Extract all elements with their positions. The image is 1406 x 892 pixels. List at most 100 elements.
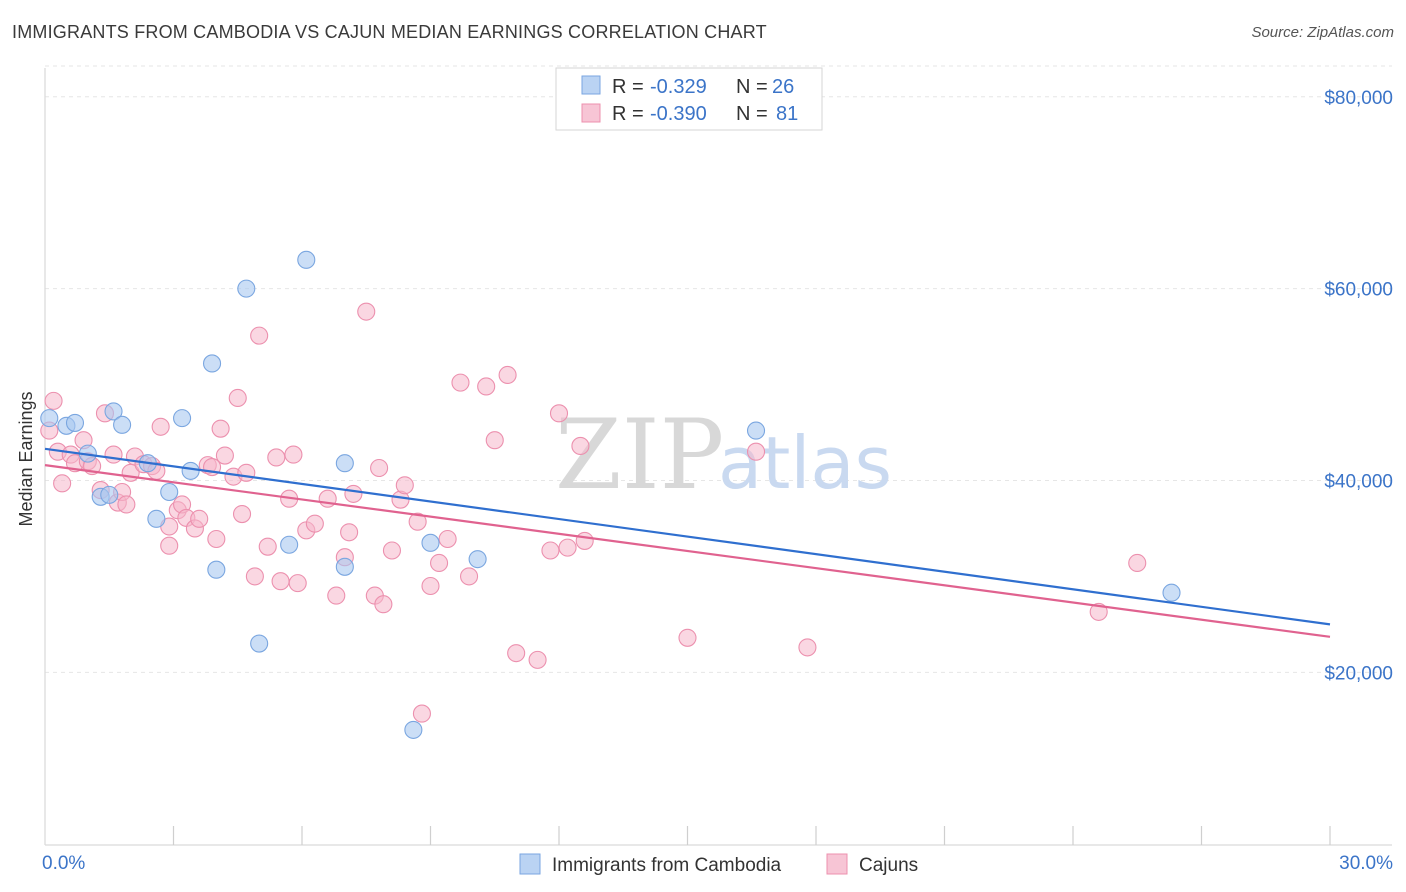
cambodia-point	[250, 634, 269, 653]
cambodia-point	[113, 415, 132, 434]
watermark-zip: ZIP	[555, 399, 724, 511]
legend-n-label-cajun: N =	[736, 103, 768, 125]
cajun-point	[678, 628, 697, 647]
cajun-point	[44, 391, 63, 410]
cambodia-point	[468, 550, 487, 569]
cajun-point	[305, 514, 324, 533]
cajun-point	[284, 445, 303, 464]
cambodia-point	[65, 413, 85, 432]
bottom-legend-swatch-cambodia	[519, 853, 541, 875]
cajun-point	[430, 553, 449, 573]
chart-source: Source: ZipAtlas.com	[1251, 24, 1394, 41]
cajun-point	[451, 373, 470, 392]
y-tick-labels: $20,000 $40,000 $60,000 $80,000	[1324, 88, 1393, 685]
cambodia-point	[421, 533, 440, 552]
cajun-point	[215, 446, 234, 465]
cajun-point	[207, 529, 226, 549]
y-axis-label: Median Earnings	[16, 391, 36, 526]
cambodia-point	[297, 250, 316, 269]
cajun-point	[1128, 553, 1147, 573]
cambodia-point	[207, 560, 226, 579]
cajun-point	[104, 445, 123, 464]
cambodia-point	[181, 461, 200, 480]
top-legend: R = -0.329 N = 26 R = -0.390 N = 81	[555, 67, 823, 131]
cajun-point	[344, 484, 363, 503]
cajun-point	[528, 650, 547, 669]
cambodia-point	[1162, 583, 1181, 602]
legend-r-value-cambodia: -0.329	[650, 76, 707, 98]
cajun-trend-line	[44, 464, 1331, 638]
cajun-point	[237, 463, 256, 482]
cajun-point	[382, 541, 402, 560]
y-tick-label: $80,000	[1324, 88, 1393, 109]
x-tick-label-min: 0.0%	[42, 853, 85, 874]
watermark-atlas: atlas	[718, 421, 892, 505]
legend-r-label-cajun: R =	[612, 103, 644, 125]
cajun-point	[258, 537, 277, 556]
cajun-point	[370, 458, 389, 478]
chart-title: IMMIGRANTS FROM CAMBODIA VS CAJUN MEDIAN…	[12, 22, 767, 42]
cajun-point	[575, 531, 594, 550]
legend-swatch-cajun	[581, 103, 601, 123]
cambodia-point	[104, 402, 123, 421]
cajun-point	[245, 567, 264, 586]
legend-r-label-cambodia: R =	[612, 76, 644, 98]
cajun-point	[798, 638, 817, 657]
cajun-point	[412, 704, 431, 723]
cambodia-point	[147, 509, 166, 528]
cajun-point	[267, 448, 286, 467]
cambodia-trend-line	[44, 447, 1331, 626]
cajun-point	[459, 567, 479, 586]
cajun-point	[211, 419, 230, 438]
cajun-point	[408, 512, 427, 531]
cajun-point	[288, 574, 307, 593]
cambodia-point	[173, 409, 192, 428]
cajun-point	[271, 572, 290, 591]
cambodia-point	[335, 454, 354, 473]
cajun-point	[421, 576, 440, 596]
cajun-point	[571, 436, 590, 455]
bottom-legend-label-cajun: Cajuns	[859, 855, 918, 876]
cajun-point	[151, 417, 170, 436]
cajun-point	[498, 365, 517, 385]
cajun-point	[228, 388, 247, 408]
cajun-point	[190, 509, 209, 528]
cajun-point	[507, 644, 526, 663]
cajun-point	[477, 377, 496, 396]
cajun-point	[53, 474, 72, 493]
cajun-point	[1089, 602, 1108, 621]
y-tick-label: $40,000	[1324, 471, 1393, 492]
grid-layer	[45, 65, 1392, 673]
y-tick-label: $20,000	[1324, 663, 1393, 684]
bottom-legend-swatch-cajun	[826, 853, 848, 875]
cajun-point	[438, 529, 457, 549]
cajun-point	[549, 404, 569, 423]
legend-n-value-cajun: 81	[776, 103, 798, 125]
cajun-point	[357, 302, 376, 321]
cajun-point	[374, 595, 393, 614]
cajun-point	[395, 476, 414, 495]
cajun-point	[327, 586, 346, 605]
cajun-point	[541, 541, 560, 560]
cambodia-point	[237, 279, 256, 298]
cambodia-point	[40, 409, 59, 428]
cajun-point	[558, 538, 577, 557]
cambodia-point	[280, 535, 299, 554]
x-minor-ticks	[172, 826, 1331, 845]
y-tick-label: $60,000	[1324, 280, 1393, 301]
bottom-legend: Immigrants from Cambodia Cajuns	[519, 853, 918, 876]
cajun-point	[485, 431, 504, 450]
legend-swatch-cambodia	[581, 75, 601, 95]
cambodia-point	[203, 354, 222, 373]
cambodia-point	[746, 421, 766, 440]
x-tick-label-max: 30.0%	[1339, 853, 1393, 874]
trend-lines	[44, 447, 1331, 638]
cajun-point	[746, 442, 766, 461]
cajun-point	[232, 505, 252, 524]
bottom-legend-label-cambodia: Immigrants from Cambodia	[552, 855, 782, 876]
cambodia-point	[160, 482, 179, 502]
cajun-point	[160, 536, 179, 555]
cajun-point	[117, 495, 136, 514]
legend-r-value-cajun: -0.390	[650, 103, 707, 125]
